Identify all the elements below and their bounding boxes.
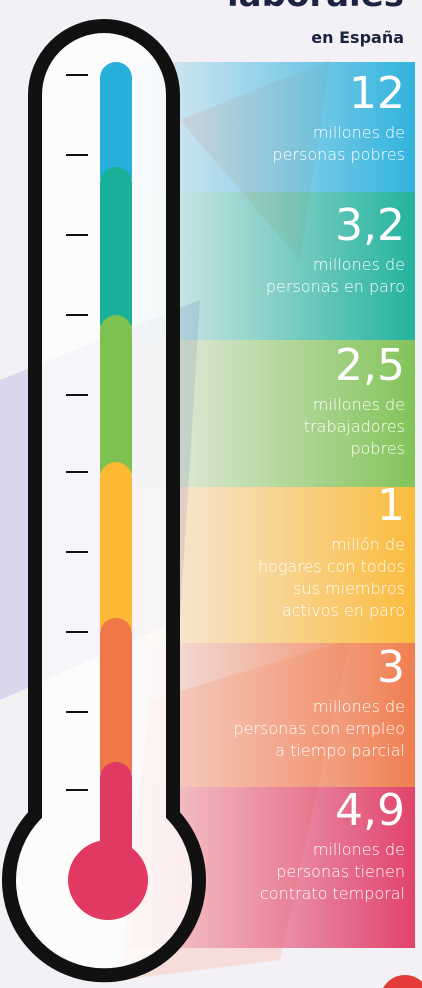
description: pobres [350, 439, 405, 458]
description: millones de [313, 395, 405, 414]
value: 12 [349, 68, 405, 119]
description: millones de [313, 840, 405, 859]
infographic: laborales en España 12 millones de persona… [0, 0, 422, 988]
subtitle: en España [311, 28, 404, 47]
description: trabajadores [304, 417, 405, 436]
value: 3,2 [335, 200, 405, 251]
value: 1 [377, 480, 405, 531]
description: personas con empleo [233, 719, 405, 738]
description: millones de [313, 697, 405, 716]
value: 4,9 [335, 785, 405, 836]
description: contrato temporal [260, 884, 405, 903]
bulb [68, 840, 148, 920]
description: activos en paro [282, 601, 405, 620]
description: sus miembros [293, 579, 405, 598]
description: personas pobres [272, 145, 405, 164]
description: personas en paro [266, 277, 405, 296]
column-segment [100, 167, 132, 340]
column-segment [100, 315, 132, 487]
value: 2,5 [335, 340, 405, 391]
description: millones de [313, 123, 405, 142]
description: millón de [331, 535, 405, 554]
description: hogares con todos [258, 557, 405, 576]
description: millones de [313, 255, 405, 274]
column-segment [100, 618, 132, 787]
description: a tiempo parcial [275, 741, 405, 760]
description: personas tienen [276, 862, 405, 881]
value: 3 [377, 642, 405, 693]
column-segment [100, 462, 132, 643]
title: laborales [227, 0, 404, 15]
